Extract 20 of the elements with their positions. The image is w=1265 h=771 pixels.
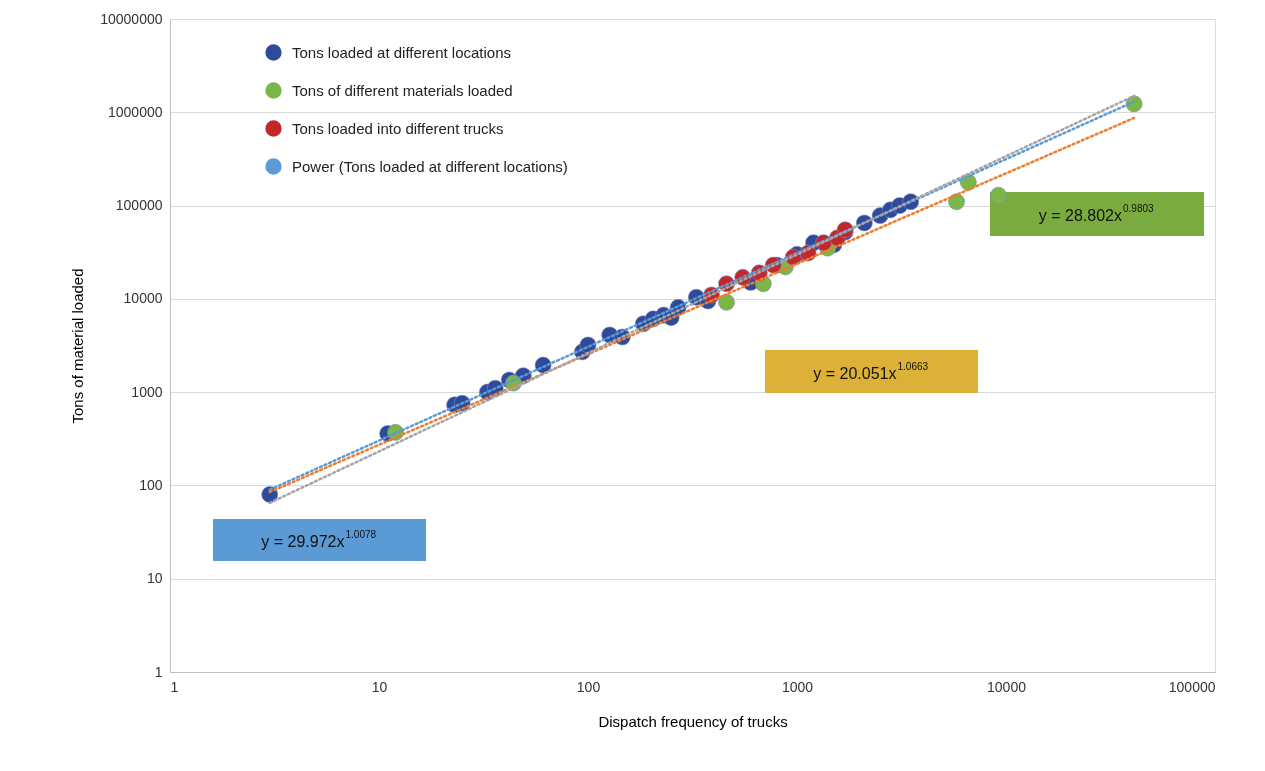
- y-tick-label: 100000: [115, 197, 163, 214]
- y-tick-label: 1000: [131, 383, 163, 400]
- y-axis-title: Tons of material loaded: [69, 268, 87, 424]
- y-tick-label: 1000000: [107, 103, 163, 120]
- legend-label: Tons of different materials loaded: [292, 81, 513, 99]
- y-tick-label: 10000000: [100, 10, 163, 27]
- legend-label: Tons loaded at different locations: [292, 43, 512, 61]
- y-tick-label: 10: [146, 570, 163, 587]
- x-tick-label: 100: [576, 678, 601, 695]
- y-tick-label: 10000: [123, 290, 163, 307]
- x-axis-title: Dispatch frequency of trucks: [598, 712, 788, 730]
- y-tick-label: 1: [154, 663, 163, 680]
- x-tick-label: 100000: [1168, 678, 1216, 695]
- x-tick-label: 10: [371, 678, 388, 695]
- x-tick-label: 1: [170, 678, 179, 695]
- legend-label: Tons loaded into different trucks: [292, 119, 504, 137]
- x-tick-label: 10000: [987, 678, 1027, 695]
- y-tick-label: 100: [139, 476, 163, 493]
- legend-label: Power (Tons loaded at different locations): [292, 157, 568, 175]
- x-tick-label: 1000: [781, 678, 814, 695]
